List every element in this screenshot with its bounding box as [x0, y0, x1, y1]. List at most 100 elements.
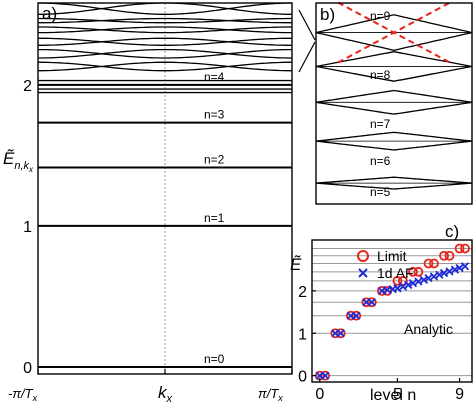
c-point-limit-12: [408, 266, 418, 277]
b-level-label-1: n=6: [370, 154, 391, 168]
c-point-limit-11: [397, 275, 408, 286]
a-y-ticks: 0 1 2: [23, 78, 43, 377]
a-energy-lines: [38, 79, 292, 368]
c-point-af-15: [414, 277, 423, 286]
c-point-limit-6: [361, 297, 372, 308]
a-y-tick-label-1: 1: [23, 219, 32, 236]
a-level-label-1: n=1: [204, 211, 225, 225]
c-x-ticks: 0 5 9: [315, 378, 464, 403]
c-axes-frame: [311, 239, 473, 383]
a-y-axis-label: Ẽn,kx: [3, 148, 34, 174]
a-level-label-0: n=0: [204, 352, 225, 366]
c-point-af-3: [336, 329, 345, 338]
a-y-tick-label-0: 0: [23, 360, 32, 377]
c-x-tick-label-2: 9: [455, 386, 464, 403]
panel-b: n=5 n=6 n=7 n=8 n=9 b): [315, 1, 473, 205]
c-point-af-22: [450, 265, 460, 274]
a-band-curve-2: [38, 48, 292, 59]
c-point-limit-1: [320, 370, 331, 381]
c-point-af-11: [393, 284, 402, 293]
c-point-limit-7: [366, 297, 377, 308]
c-point-limit-13: [413, 266, 424, 277]
c-point-af-24: [460, 262, 470, 271]
c-legend-marker-limit: [357, 250, 369, 262]
a-band-curve-4: [38, 37, 292, 46]
c-y-tick-label-0: 0: [298, 369, 307, 386]
c-point-limit-17: [444, 250, 455, 261]
a-level-labels: n=0 n=1 n=2 n=3 n=4: [204, 70, 225, 366]
a-x-tick-label-2: π/Tx: [258, 386, 283, 403]
a-band-curve-0: [38, 61, 292, 72]
c-point-af-16: [419, 275, 428, 284]
c-legend-marker-af: [358, 268, 368, 278]
c-point-limit-2: [330, 328, 341, 339]
c-point-af-18: [429, 272, 439, 281]
a-band-curve-6: [38, 26, 292, 34]
b-band-curves: [315, 14, 473, 190]
b-axes-frame: [315, 2, 473, 205]
c-point-af-13: [404, 280, 413, 290]
a-band-curves: [37, 2, 293, 72]
a-band-curve-3: [38, 48, 292, 59]
a-level-label-4: n=4: [204, 70, 225, 84]
a-x-axis-label: kx: [158, 383, 173, 405]
b-band-curve-3-0: [315, 51, 473, 68]
b-level-label-3: n=8: [370, 68, 391, 82]
c-point-limit-4: [345, 310, 356, 321]
a-y-tick-label-2: 2: [23, 78, 32, 95]
c-point-limit-3: [335, 328, 346, 339]
a-x-tick-label-0: -π/Tx: [8, 386, 38, 403]
b-band-curve-1-0: [315, 131, 473, 142]
b-dashed-asymptotes: [337, 1, 451, 64]
b-band-curve-3-1: [315, 65, 473, 82]
b-band-curve-1-1: [315, 140, 473, 151]
a-band-curve-5: [38, 37, 292, 46]
c-point-limit-14: [423, 258, 434, 269]
c-point-af-20: [439, 268, 449, 278]
c-point-af-21: [445, 267, 454, 276]
c-data-points: [314, 243, 470, 381]
c-point-limit-18: [454, 243, 465, 254]
c-point-af-17: [424, 274, 433, 283]
a-band-curve-7: [38, 26, 292, 34]
c-point-limit-15: [429, 258, 439, 269]
b-band-curve-0-1: [315, 182, 473, 190]
c-legend-label-1: 1d AF: [377, 265, 414, 281]
c-analytic-label: Analytic: [404, 321, 453, 337]
c-y-ticks: 0 1 2: [298, 284, 316, 386]
b-band-curve-4-1: [315, 31, 473, 51]
b-level-label-4: n=9: [370, 9, 391, 23]
c-panel-label: c): [445, 222, 459, 241]
b-level-label-2: n=7: [370, 117, 391, 131]
a-band-curve-9: [38, 17, 292, 24]
zoom-connector: [298, 9, 316, 73]
c-y-tick-label-2: 2: [298, 284, 307, 301]
c-y-axis-label: Ẽ: [290, 254, 302, 274]
c-legend-label-0: Limit: [377, 248, 407, 264]
b-level-labels: n=5 n=6 n=7 n=8 n=9: [370, 9, 391, 199]
c-x-tick-label-1: 5: [393, 386, 402, 403]
a-x-ticks: -π/Tx π/Tx: [8, 369, 293, 403]
c-point-af-14: [408, 279, 418, 288]
a-panel-label: a): [42, 4, 57, 23]
b-dashed-line-1: [337, 1, 451, 64]
c-point-limit-19: [460, 243, 470, 254]
c-point-limit-10: [392, 275, 403, 286]
b-band-curve-2-1: [315, 101, 473, 115]
a-level-label-3: n=3: [204, 108, 225, 122]
b-band-curve-0-0: [315, 176, 473, 184]
a-band-curve-1: [37, 61, 293, 72]
c-point-limit-5: [351, 310, 362, 321]
c-y-tick-label-1: 1: [298, 326, 307, 343]
b-panel-label: b): [320, 5, 335, 24]
panel-a: n=0 n=1 n=2 n=3 n=4 0 1 2 -π/Tx π/Tx a) Ẽn,kx k…: [3, 2, 293, 405]
a-band-curve-11: [38, 2, 292, 15]
c-point-af-19: [435, 270, 444, 279]
c-point-limit-16: [439, 250, 449, 261]
b-band-curve-4-0: [315, 14, 473, 34]
c-point-af-23: [455, 263, 464, 273]
c-point-af-1: [321, 371, 330, 380]
b-band-curve-2-0: [315, 89, 473, 103]
